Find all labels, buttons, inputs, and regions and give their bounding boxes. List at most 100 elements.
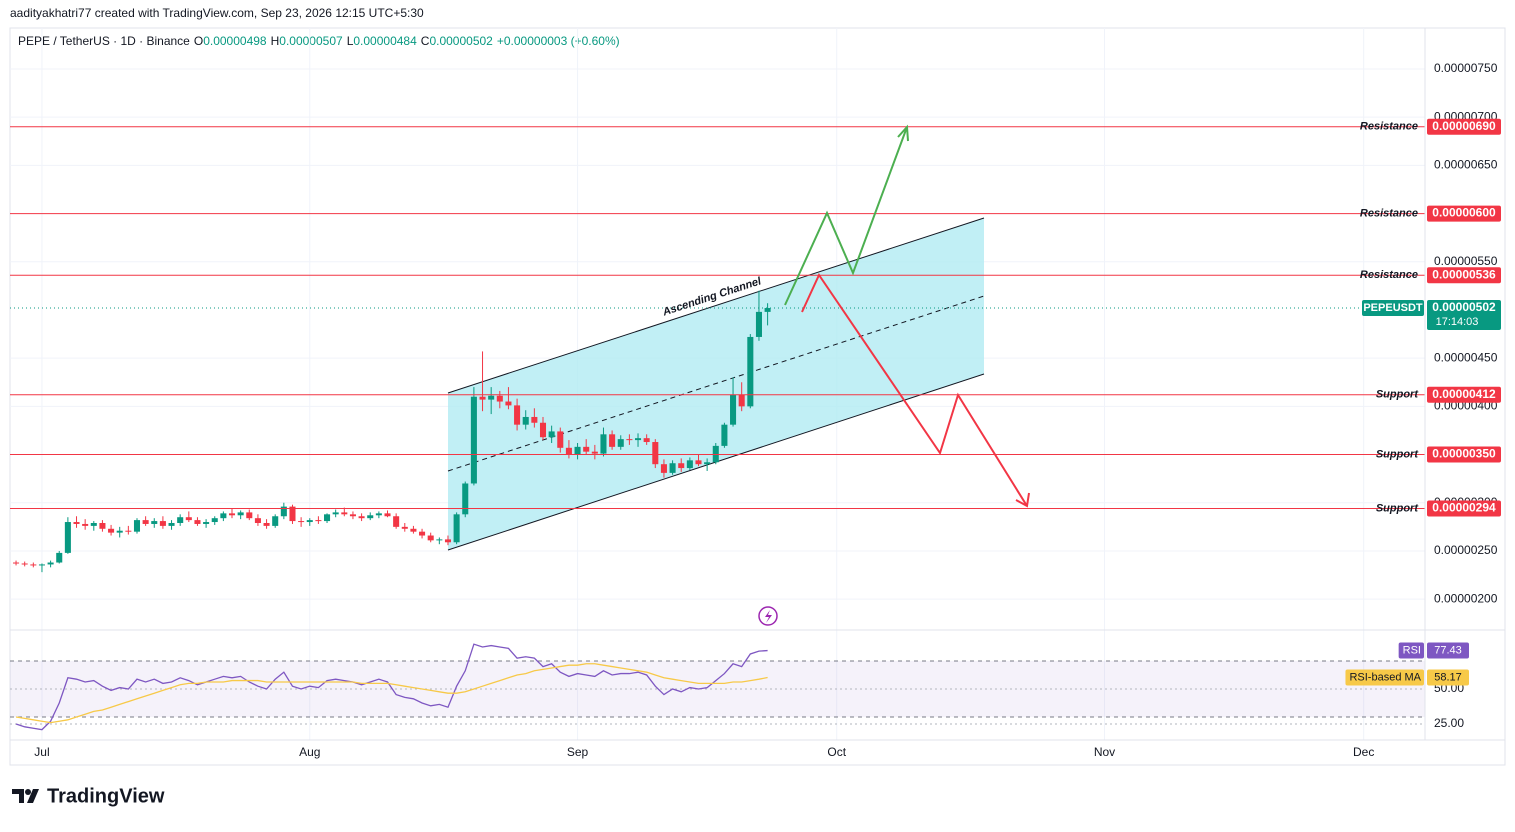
candle-body bbox=[116, 530, 123, 533]
candle-body bbox=[142, 520, 149, 524]
logo-mark bbox=[12, 789, 39, 803]
candle-body bbox=[609, 434, 616, 447]
quote-value: 0.00000502 bbox=[429, 34, 493, 48]
candle-body bbox=[159, 521, 166, 526]
y-tick-label: 0.00000650 bbox=[1434, 158, 1498, 172]
quote-value: 0.00000507 bbox=[279, 34, 343, 48]
candle-body bbox=[393, 516, 400, 527]
candle-body bbox=[168, 522, 175, 526]
candle-body bbox=[410, 528, 417, 532]
level-value: 0.00000350 bbox=[1432, 447, 1496, 461]
quote-key: C bbox=[421, 34, 430, 48]
logo-dot bbox=[25, 789, 31, 795]
level-value: 0.00000294 bbox=[1432, 501, 1496, 515]
candle-body bbox=[13, 562, 20, 564]
level-value: 0.00000690 bbox=[1432, 119, 1496, 133]
candle-body bbox=[21, 563, 28, 565]
candle-body bbox=[185, 517, 192, 521]
level-name: Support bbox=[1376, 502, 1419, 514]
series-value-tag bbox=[1427, 669, 1469, 686]
candle-body bbox=[332, 512, 339, 515]
candle-body bbox=[125, 530, 132, 532]
candle-body bbox=[246, 512, 253, 519]
candle-body bbox=[565, 447, 572, 455]
candle-body bbox=[600, 434, 607, 454]
candle-body bbox=[462, 483, 469, 515]
candle-body bbox=[617, 439, 624, 447]
candle-body bbox=[375, 513, 382, 516]
candle-body bbox=[669, 463, 676, 473]
plot bbox=[10, 126, 1425, 731]
candle-body bbox=[211, 518, 218, 523]
level-value: 0.00000412 bbox=[1432, 387, 1496, 401]
candle-body bbox=[548, 431, 555, 438]
candle-body bbox=[488, 395, 495, 400]
candle-body bbox=[289, 506, 296, 522]
level-tag bbox=[1427, 118, 1501, 135]
candle-body bbox=[384, 513, 391, 517]
series-name: RSI bbox=[1403, 644, 1421, 656]
candle-body bbox=[574, 446, 581, 455]
level-tag bbox=[1427, 446, 1501, 463]
rsi-line bbox=[15, 663, 768, 724]
candle-body bbox=[280, 506, 287, 517]
candle-body bbox=[444, 539, 451, 543]
rsi-band bbox=[10, 660, 1425, 718]
projection bbox=[784, 124, 1030, 508]
candle-body bbox=[47, 562, 54, 565]
candle-body bbox=[479, 396, 486, 400]
candle-body bbox=[531, 416, 538, 423]
candle-body bbox=[220, 513, 227, 519]
x-tick-label: Jul bbox=[34, 745, 49, 759]
candle-body bbox=[341, 512, 348, 515]
bull-path bbox=[784, 126, 908, 306]
candle-body bbox=[419, 531, 426, 536]
candle-body bbox=[64, 522, 71, 553]
x-tick-label: Dec bbox=[1353, 745, 1374, 759]
y-tick-label: 0.00000750 bbox=[1434, 61, 1498, 75]
series-value: 77.43 bbox=[1434, 644, 1462, 656]
candle-body bbox=[272, 516, 279, 526]
brand: TradingView bbox=[47, 785, 165, 807]
y-tick-label: 0.00000250 bbox=[1434, 543, 1498, 557]
candle-body bbox=[401, 526, 408, 529]
candle-body bbox=[660, 464, 667, 473]
candle-body bbox=[254, 518, 261, 523]
series-value: 58.17 bbox=[1434, 671, 1462, 683]
level-value: 0.00000536 bbox=[1432, 267, 1496, 281]
level-name: Support bbox=[1376, 448, 1419, 460]
candle-body bbox=[133, 520, 141, 532]
candle-body bbox=[591, 451, 598, 454]
level-tag bbox=[1427, 500, 1501, 517]
bear-path bbox=[801, 272, 1028, 507]
candle-body bbox=[90, 522, 97, 526]
x-tick-label: Nov bbox=[1094, 745, 1115, 759]
candle-body bbox=[194, 520, 201, 524]
candle-body bbox=[324, 514, 331, 522]
series-value-tag bbox=[1427, 642, 1469, 659]
price-value: 0.00000502 bbox=[1432, 300, 1496, 314]
candle-body bbox=[298, 521, 305, 523]
candle-body bbox=[686, 460, 693, 469]
candle-body bbox=[539, 422, 547, 438]
level-tag bbox=[1427, 267, 1501, 284]
candle-body bbox=[56, 552, 63, 563]
level-tag bbox=[1427, 205, 1501, 222]
quote-value: 0.00000498 bbox=[203, 34, 267, 48]
x-tick-label: Sep bbox=[567, 745, 589, 759]
candle-body bbox=[427, 535, 434, 541]
quote-key: O bbox=[194, 34, 203, 48]
candle-body bbox=[367, 515, 374, 519]
candle-body bbox=[73, 522, 80, 524]
candle-body bbox=[315, 520, 322, 522]
candle-body bbox=[695, 460, 702, 465]
rsi-line bbox=[15, 643, 768, 731]
symbol-tag bbox=[1362, 300, 1424, 317]
candle-body bbox=[738, 394, 745, 407]
series-name-tag bbox=[1398, 642, 1424, 659]
legend: PEPE / TetherUS · 1D · Binance O0.0000049… bbox=[18, 34, 620, 48]
candle-body bbox=[626, 439, 633, 441]
candle-body bbox=[38, 564, 45, 566]
series-name: RSI-based MA bbox=[1349, 671, 1421, 683]
candle-body bbox=[349, 514, 356, 517]
